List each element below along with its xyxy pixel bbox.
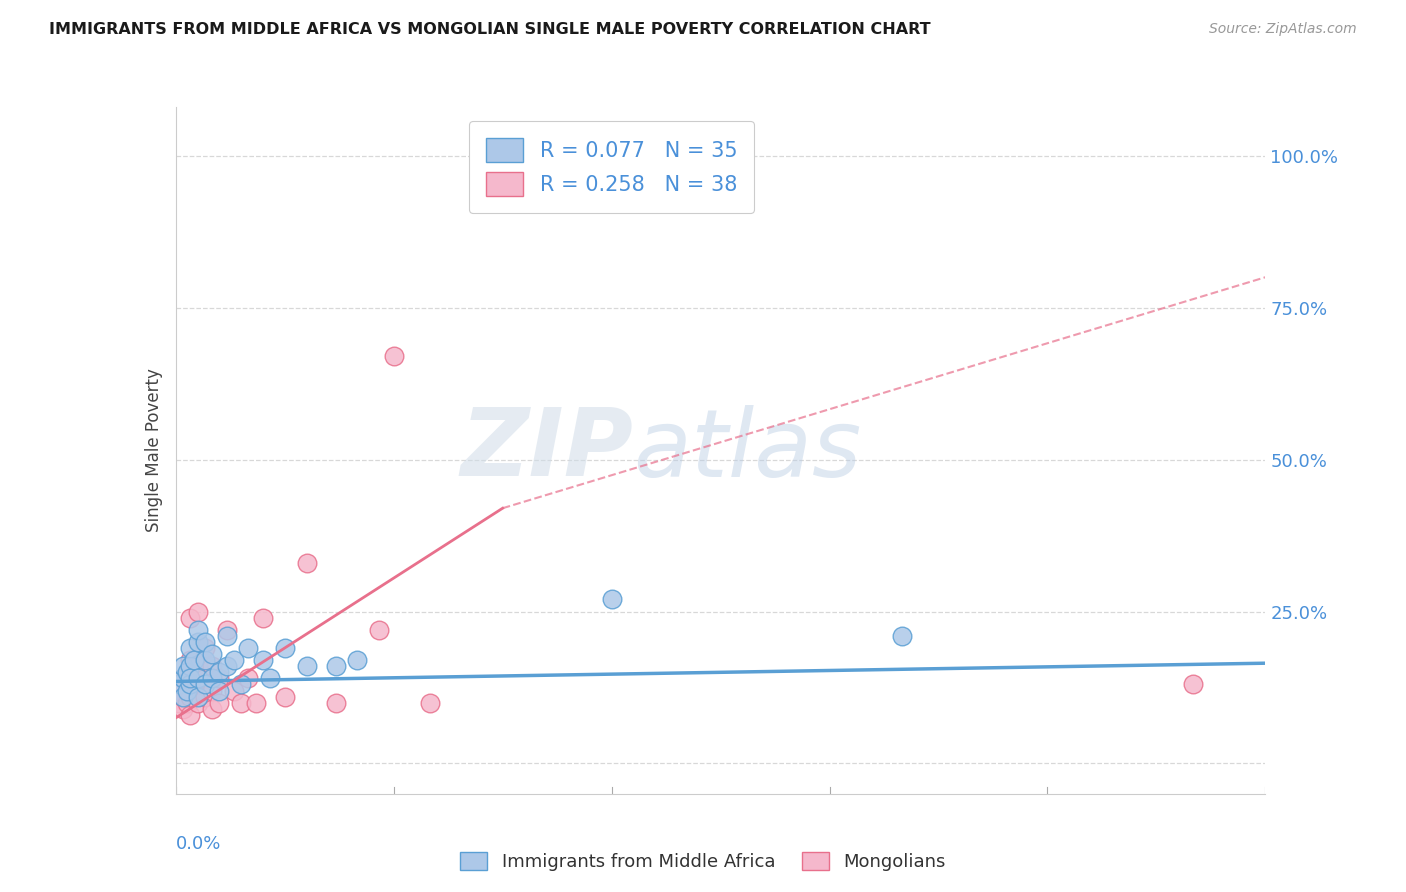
Point [169, 696, 191, 710]
Point [208, 665, 231, 680]
Point [183, 653, 205, 667]
Text: 0.0%: 0.0% [176, 835, 221, 853]
Point [176, 665, 198, 680]
Point [179, 672, 201, 686]
Point [172, 672, 194, 686]
Point [222, 683, 245, 698]
Point [201, 672, 224, 686]
Point [194, 635, 217, 649]
Point [382, 349, 405, 363]
Point [252, 653, 274, 667]
Point [169, 683, 191, 698]
Point [179, 610, 201, 624]
Point [186, 635, 209, 649]
Point [186, 623, 209, 637]
Point [600, 592, 623, 607]
Point [179, 707, 201, 722]
Point [186, 696, 209, 710]
Point [245, 696, 267, 710]
Point [231, 696, 253, 710]
Text: atlas: atlas [633, 405, 862, 496]
Point [194, 672, 217, 686]
Point [368, 623, 391, 637]
Point [274, 640, 297, 655]
Point [238, 640, 260, 655]
Point [194, 640, 217, 655]
Text: ZIP: ZIP [461, 404, 633, 497]
Point [194, 677, 217, 691]
Point [295, 556, 318, 570]
Point [208, 696, 231, 710]
Point [186, 690, 209, 704]
Point [172, 690, 194, 704]
Y-axis label: Single Male Poverty: Single Male Poverty [145, 368, 163, 533]
Point [325, 659, 347, 673]
Point [179, 653, 201, 667]
Point [274, 690, 297, 704]
Point [172, 702, 194, 716]
Point [179, 640, 201, 655]
Text: IMMIGRANTS FROM MIDDLE AFRICA VS MONGOLIAN SINGLE MALE POVERTY CORRELATION CHART: IMMIGRANTS FROM MIDDLE AFRICA VS MONGOLI… [49, 22, 931, 37]
Point [325, 696, 347, 710]
Point [295, 659, 318, 673]
Point [179, 672, 201, 686]
Point [222, 653, 245, 667]
Legend: R = 0.077   N = 35, R = 0.258   N = 38: R = 0.077 N = 35, R = 0.258 N = 38 [470, 121, 754, 213]
Point [600, 179, 623, 194]
Point [1181, 677, 1204, 691]
Point [172, 659, 194, 673]
Point [238, 672, 260, 686]
Legend: Immigrants from Middle Africa, Mongolians: Immigrants from Middle Africa, Mongolian… [453, 845, 953, 879]
Point [176, 683, 198, 698]
Point [186, 605, 209, 619]
Point [172, 672, 194, 686]
Point [419, 696, 441, 710]
Point [201, 702, 224, 716]
Point [179, 659, 201, 673]
Point [186, 672, 209, 686]
Point [194, 653, 217, 667]
Point [176, 696, 198, 710]
Point [194, 690, 217, 704]
Point [201, 683, 224, 698]
Point [252, 610, 274, 624]
Point [208, 683, 231, 698]
Point [215, 659, 238, 673]
Point [215, 623, 238, 637]
Point [186, 677, 209, 691]
Point [208, 672, 231, 686]
Point [891, 629, 914, 643]
Point [201, 647, 224, 661]
Point [346, 653, 368, 667]
Point [169, 677, 191, 691]
Point [259, 672, 281, 686]
Point [215, 629, 238, 643]
Point [201, 659, 224, 673]
Point [172, 690, 194, 704]
Point [231, 677, 253, 691]
Point [179, 677, 201, 691]
Point [179, 690, 201, 704]
Point [176, 677, 198, 691]
Text: Source: ZipAtlas.com: Source: ZipAtlas.com [1209, 22, 1357, 37]
Point [186, 659, 209, 673]
